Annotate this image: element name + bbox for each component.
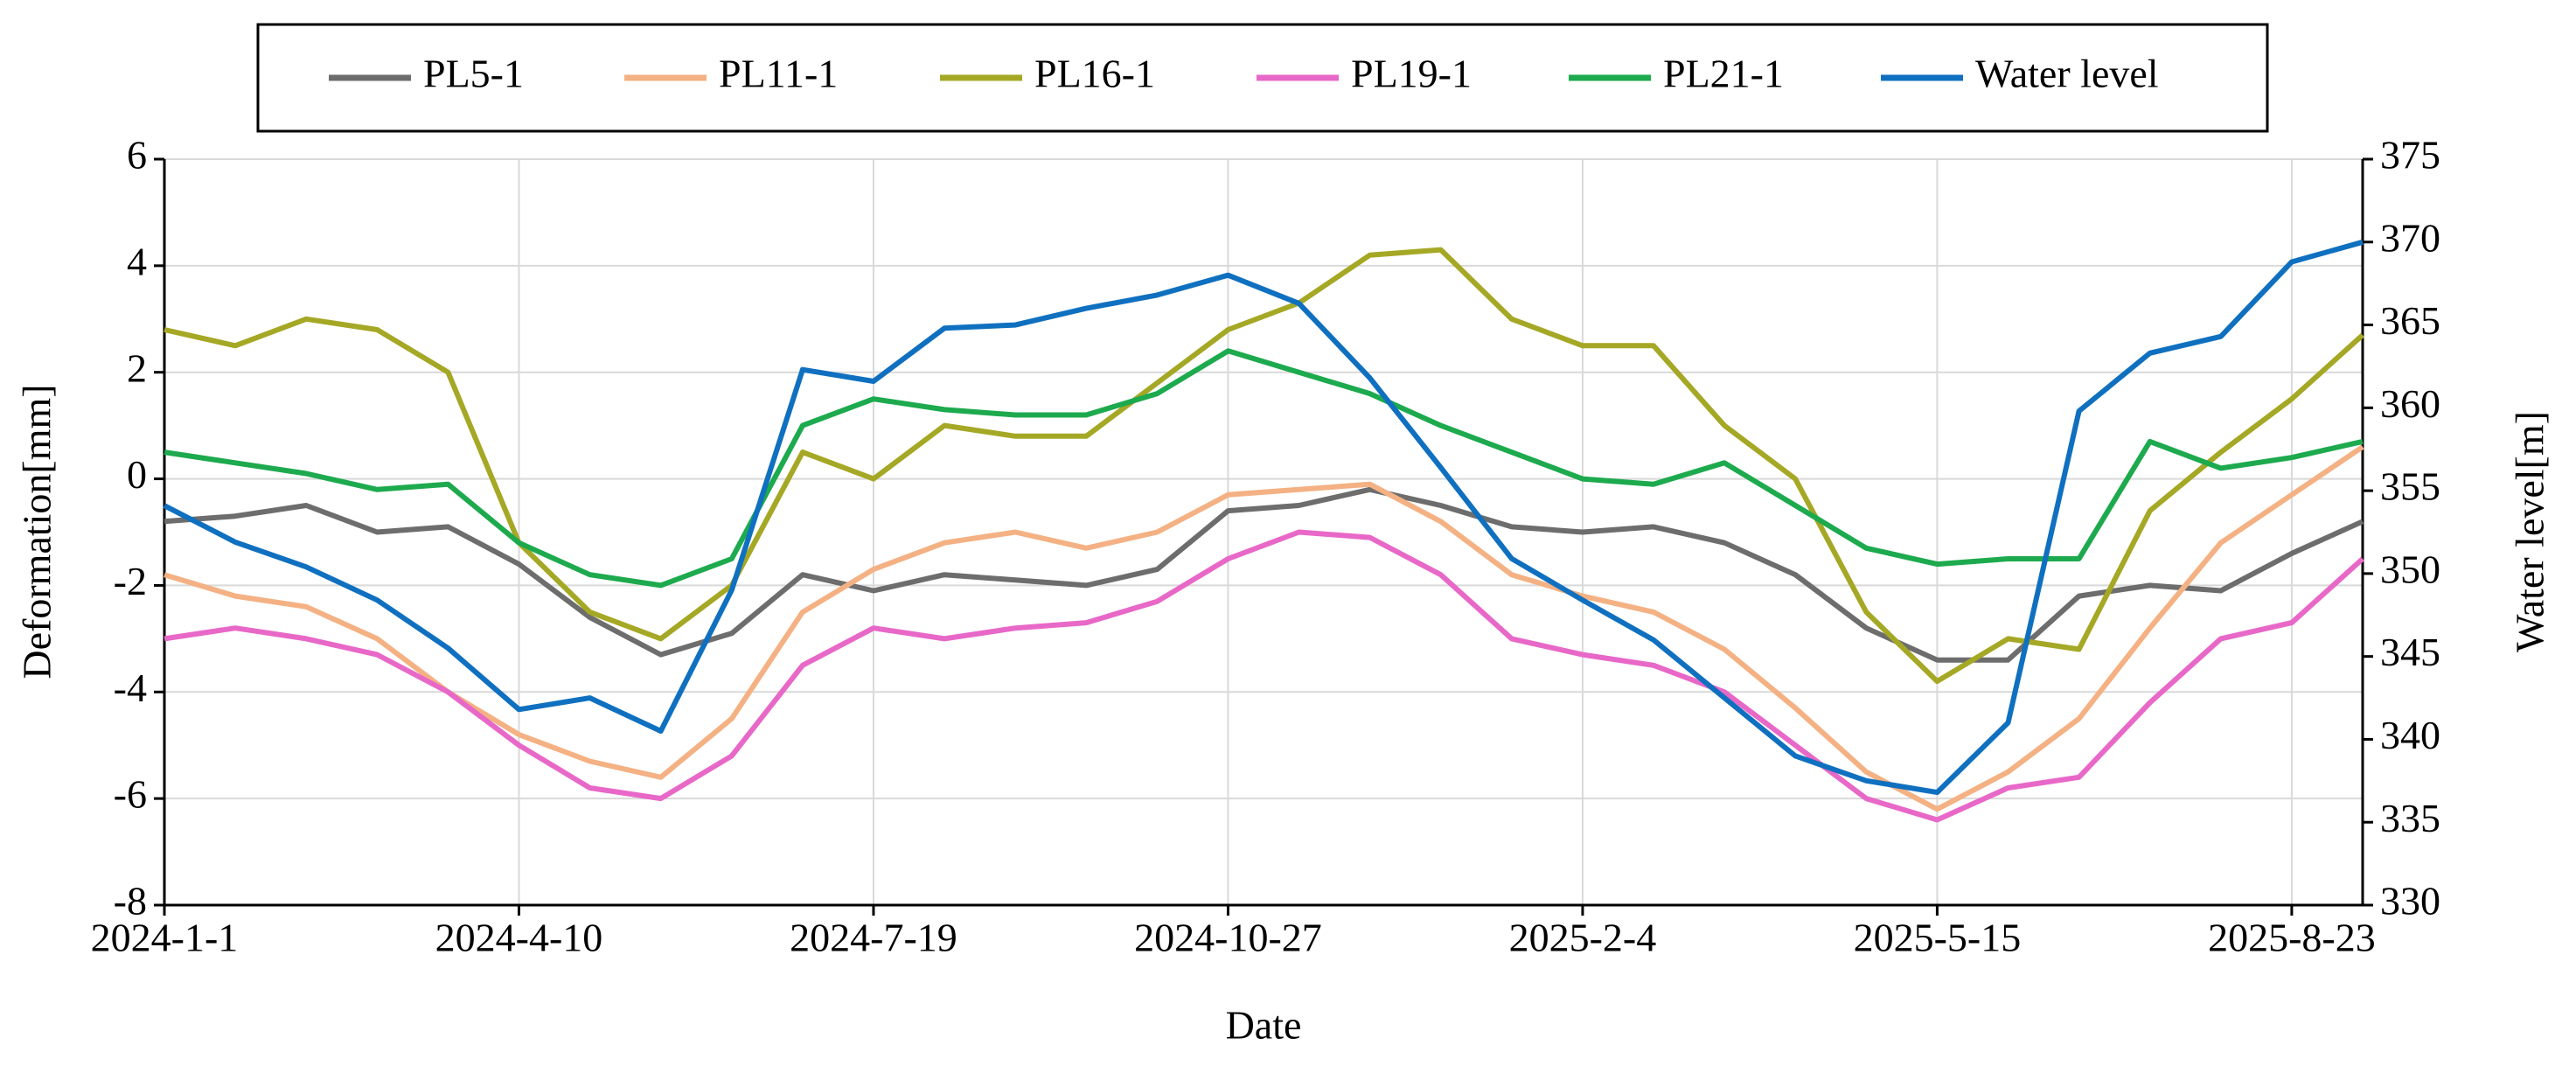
- legend-label: Water level: [1975, 52, 2159, 96]
- y2-tick-label: 370: [2380, 215, 2440, 260]
- series-line: [164, 348, 2364, 589]
- y2-tick-label: 335: [2380, 796, 2440, 840]
- legend-label: PL19-1: [1351, 52, 1472, 96]
- y-tick-label: -2: [114, 559, 147, 603]
- legend-label: PL21-1: [1663, 52, 1784, 96]
- y2-tick-label: 355: [2380, 464, 2440, 509]
- series-line: [164, 486, 2364, 663]
- series-line: [164, 247, 2365, 685]
- y2-tick-label: 375: [2380, 133, 2440, 178]
- x-tick-label: 2024-7-19: [790, 916, 957, 960]
- x-tick-label: 2025-5-15: [1854, 916, 2022, 960]
- y-tick-label: 4: [127, 239, 147, 283]
- y-tick-label: 6: [127, 133, 147, 178]
- legend-label: PL11-1: [719, 52, 838, 96]
- x-axis-title: Date: [1226, 1003, 1302, 1048]
- legend-label: PL5-1: [423, 52, 524, 96]
- y2-tick-label: 345: [2380, 630, 2440, 674]
- y-tick-label: 0: [127, 452, 147, 497]
- y2-axis-title: Water level[m]: [2508, 411, 2552, 652]
- x-tick-label: 2024-4-10: [435, 916, 603, 960]
- y-axis-title: Deformation[mm]: [15, 384, 59, 679]
- x-tick-label: 2024-10-27: [1134, 916, 1322, 960]
- legend-box: [256, 23, 2269, 133]
- series-line: [164, 529, 2365, 823]
- y-tick-label: 2: [127, 345, 147, 390]
- y2-tick-label: 360: [2380, 381, 2440, 426]
- series-line: [163, 239, 2364, 796]
- x-tick-label: 2025-8-23: [2208, 916, 2376, 960]
- y2-tick-label: 340: [2380, 713, 2440, 757]
- y-tick-label: -6: [114, 772, 147, 817]
- y-tick-label: -4: [114, 665, 147, 710]
- legend-label: PL16-1: [1034, 52, 1155, 96]
- y2-tick-label: 365: [2380, 298, 2440, 343]
- x-tick-label: 2024-1-1: [91, 916, 239, 960]
- x-tick-label: 2025-2-4: [1509, 916, 1657, 960]
- y2-tick-label: 350: [2380, 547, 2440, 591]
- series-line: [164, 444, 2364, 812]
- y-tick-label: -8: [114, 879, 147, 923]
- y2-tick-label: 330: [2380, 879, 2440, 923]
